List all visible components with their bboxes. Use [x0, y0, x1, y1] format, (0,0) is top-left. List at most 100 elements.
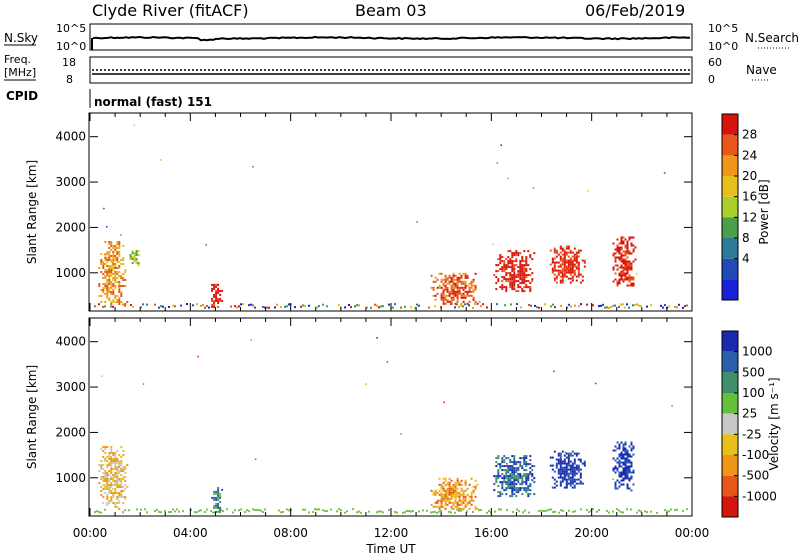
velocity-cell	[446, 483, 449, 486]
power-cell	[460, 282, 463, 285]
velocity-cell	[557, 470, 560, 473]
velocity-cell	[436, 499, 439, 502]
velocity-cell	[497, 463, 500, 466]
velocity-cell	[630, 475, 633, 478]
power-cell	[529, 274, 532, 277]
power-cell	[513, 268, 516, 271]
velocity-cell	[519, 463, 522, 466]
velocity-cell	[104, 446, 107, 448]
power-ground-cell	[104, 305, 106, 308]
power-cell	[464, 280, 467, 283]
power-ground-cell	[238, 305, 240, 308]
velocity-cell	[114, 458, 117, 460]
velocity-cell	[100, 490, 103, 492]
power-scatter-layer	[94, 124, 688, 309]
power-cell	[215, 291, 218, 294]
power-cell	[525, 268, 528, 271]
velocity-cell	[567, 460, 570, 463]
power-cell	[563, 251, 566, 254]
power-cell	[620, 258, 623, 261]
velocity-cell	[511, 471, 514, 474]
velocity-cell	[555, 466, 558, 469]
velocity-cell	[521, 477, 524, 480]
velocity-cell	[446, 499, 449, 502]
velocity-cell	[440, 491, 443, 494]
velocity-cell	[124, 476, 127, 478]
power-cell	[563, 265, 566, 268]
velocity-cell	[571, 472, 574, 475]
power-cell	[468, 286, 471, 289]
velocity-cell	[462, 495, 465, 498]
velocity-cell	[567, 482, 570, 485]
velocity-cell	[579, 474, 582, 477]
noise-right-label: N.Search	[745, 31, 799, 45]
velocity-cell	[442, 487, 445, 490]
power-cell	[567, 259, 570, 262]
velocity-cell	[108, 486, 111, 488]
velocity-cell	[511, 455, 514, 458]
power-cell	[472, 290, 475, 293]
velocity-cell	[511, 481, 514, 484]
power-ground-cell	[676, 306, 678, 309]
power-cell	[571, 259, 574, 262]
velocity-cell	[622, 477, 625, 480]
velocity-cell	[456, 483, 459, 486]
velocity-cell	[626, 461, 629, 464]
power-cell	[468, 288, 471, 291]
power-cell	[523, 250, 526, 253]
velocity-cell	[626, 449, 629, 452]
velocity-cell	[118, 478, 121, 480]
velocity-cell	[219, 500, 222, 503]
power-ground-cell	[200, 304, 202, 307]
velocity-cell	[531, 479, 534, 482]
velocity-cell	[626, 487, 629, 490]
power-cell	[462, 280, 465, 283]
power-cell	[569, 267, 572, 270]
velocity-cell	[620, 441, 623, 444]
power-cell	[116, 243, 119, 245]
velocity-cell	[622, 473, 625, 476]
velocity-cell	[452, 495, 455, 498]
velocity-cell	[563, 466, 566, 469]
velocity-cell	[468, 495, 471, 498]
velocity-ground-cell	[324, 510, 326, 513]
power-ground-cell	[354, 305, 356, 308]
velocity-cell	[108, 478, 111, 480]
power-ground-cell	[254, 306, 256, 309]
velocity-cell	[450, 487, 453, 490]
power-cell	[529, 256, 532, 259]
power-cell	[581, 275, 584, 278]
velocity-ground-cell	[302, 508, 304, 511]
velocity-cell	[569, 464, 572, 467]
power-ground-cell	[132, 305, 134, 308]
velocity-cell	[112, 458, 115, 460]
power-cell	[523, 274, 526, 277]
velocity-cell	[503, 475, 506, 478]
power-cell	[217, 297, 220, 300]
power-cell	[102, 265, 105, 267]
velocity-ground-cell	[550, 508, 552, 511]
velocity-cell	[517, 473, 520, 476]
velocity-cell	[517, 467, 520, 470]
power-cell	[626, 252, 629, 255]
power-cell	[527, 264, 530, 267]
velocity-cell	[112, 492, 115, 494]
power-ground-cell	[284, 305, 286, 308]
power-cell	[559, 269, 562, 272]
power-cell	[112, 273, 115, 275]
power-cell	[529, 268, 532, 271]
power-cell	[120, 285, 123, 287]
velocity-cell	[497, 475, 500, 478]
power-ground-cell	[528, 304, 530, 307]
velocity-cell	[114, 480, 117, 482]
velocity-cell	[116, 492, 119, 494]
velocity-cell	[219, 510, 222, 513]
power-cell	[464, 274, 467, 277]
velocity-cell	[519, 483, 522, 486]
velocity-cell	[626, 471, 629, 474]
velocity-cell	[561, 472, 564, 475]
power-cell	[122, 263, 125, 265]
velocity-cell	[118, 470, 121, 472]
velocity-cell	[517, 481, 520, 484]
velocity-cell	[108, 502, 111, 504]
